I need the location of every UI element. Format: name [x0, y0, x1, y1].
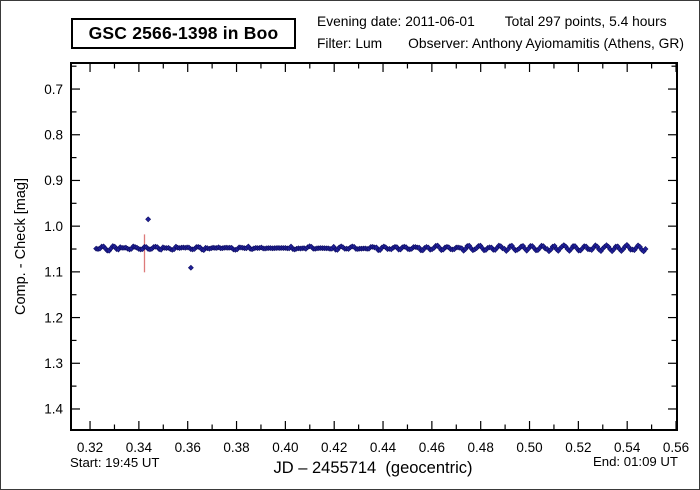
- start-time-text: Start: 19:45 UT: [70, 455, 159, 470]
- y-tick-label: 1.3: [44, 356, 63, 371]
- outlier-point: [145, 216, 152, 223]
- y-tick-label: 0.7: [44, 82, 63, 97]
- y-axis-title: Comp. - Check [mag]: [13, 178, 29, 315]
- data-point: [642, 246, 649, 252]
- observer-text: Observer: Anthony Ayiomamitis (Athens, G…: [408, 36, 684, 51]
- x-tick-label: 0.48: [468, 440, 494, 455]
- target-title-box: GSC 2566-1398 in Boo: [71, 18, 296, 49]
- y-tick-label: 1.4: [44, 402, 63, 417]
- y-tick-label: 1.0: [44, 219, 63, 234]
- filter-text: Filter: Lum: [317, 36, 383, 51]
- x-tick-label: 0.38: [223, 440, 249, 455]
- x-tick-label: 0.36: [175, 440, 201, 455]
- target-title: GSC 2566-1398 in Boo: [88, 23, 279, 43]
- x-tick-label: 0.54: [614, 440, 641, 455]
- header-line-1: Evening date: 2011-06-01 Total 297 point…: [317, 14, 667, 29]
- y-tick-label: 1.2: [44, 310, 63, 325]
- total-points-text: Total 297 points, 5.4 hours: [504, 14, 667, 29]
- x-tick-label: 0.40: [272, 440, 298, 455]
- x-tick-label: 0.42: [321, 440, 347, 455]
- y-tick-label: 0.9: [44, 173, 63, 188]
- y-tick-label: 0.8: [44, 127, 63, 142]
- x-tick-label: 0.56: [663, 440, 689, 455]
- plot-frame: [70, 62, 678, 431]
- outlier-point: [187, 264, 194, 271]
- x-tick-label: 0.34: [126, 440, 153, 455]
- x-axis-title: JD – 2455714 (geocentric): [273, 459, 472, 477]
- header-line-2: Filter: Lum Observer: Anthony Ayiomamiti…: [317, 36, 684, 51]
- x-tick-label: 0.50: [516, 440, 542, 455]
- x-tick-label: 0.52: [565, 440, 591, 455]
- scatter-series: [93, 216, 649, 273]
- end-time-text: End: 01:09 UT: [593, 454, 678, 469]
- axis-ticks: [72, 64, 677, 429]
- x-tick-label: 0.32: [77, 440, 103, 455]
- x-tick-label: 0.46: [419, 440, 445, 455]
- axis-tick-labels: 0.32 0.34 0.36 0.38 0.40 0.42 0.44 0.46 0.48 0.50…: [44, 82, 689, 455]
- y-tick-label: 1.1: [44, 265, 63, 280]
- x-tick-label: 0.44: [370, 440, 397, 455]
- evening-date-text: Evening date: 2011-06-01: [317, 14, 475, 29]
